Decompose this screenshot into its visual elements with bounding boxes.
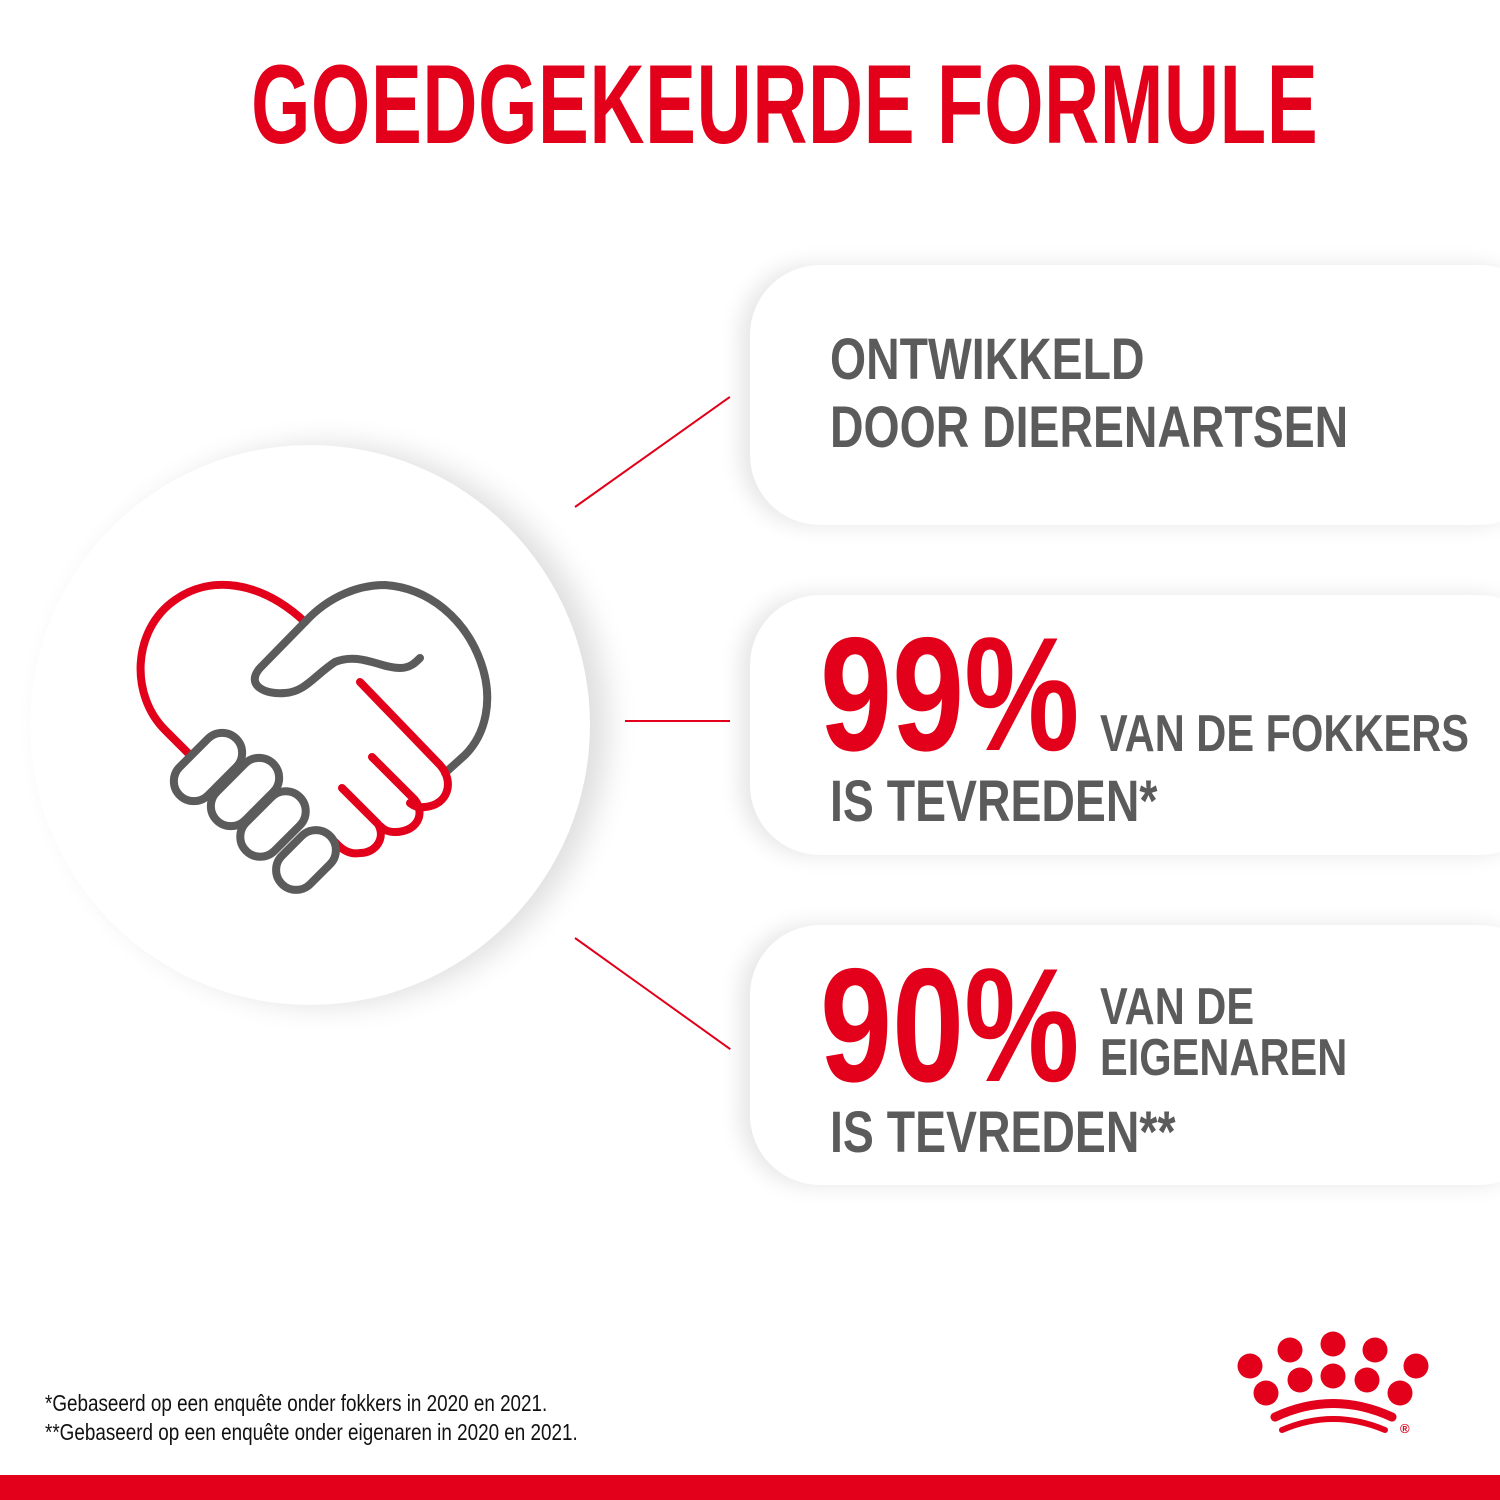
vets-line1: ONTWIKKELD bbox=[830, 327, 1145, 392]
footnote-1: *Gebaseerd op een enquête onder fokkers … bbox=[45, 1390, 548, 1416]
owners-line2: IS TEVREDEN** bbox=[830, 1100, 1176, 1165]
owners-percent: 90% bbox=[820, 935, 1080, 1116]
breeders-line2: IS TEVREDEN* bbox=[830, 769, 1158, 834]
vets-line2: DOOR DIERENARTSEN bbox=[830, 395, 1349, 460]
owners-label1: VAN DE bbox=[1100, 978, 1255, 1036]
connector-line-3 bbox=[574, 937, 731, 1050]
page-title: GOEDGEKEURDE FORMULE bbox=[251, 42, 1319, 167]
connector-line-1 bbox=[574, 396, 731, 508]
connector-line-2 bbox=[625, 720, 730, 722]
footnote-2: **Gebaseerd op een enquête onder eigenar… bbox=[45, 1419, 578, 1445]
svg-text:®: ® bbox=[1400, 1421, 1410, 1436]
card-owners bbox=[750, 925, 1500, 1185]
breeders-percent: 99% bbox=[820, 604, 1080, 785]
card-breeders bbox=[750, 595, 1500, 855]
card-vets bbox=[750, 265, 1500, 525]
breeders-label: VAN DE FOKKERS bbox=[1100, 705, 1470, 763]
royal-canin-crown-logo: ® bbox=[1237, 1331, 1429, 1436]
owners-label2: EIGENAREN bbox=[1100, 1029, 1348, 1087]
handshake-heart-icon bbox=[136, 580, 492, 894]
icon-circle bbox=[30, 445, 590, 1005]
bottom-brand-bar bbox=[0, 1475, 1500, 1500]
